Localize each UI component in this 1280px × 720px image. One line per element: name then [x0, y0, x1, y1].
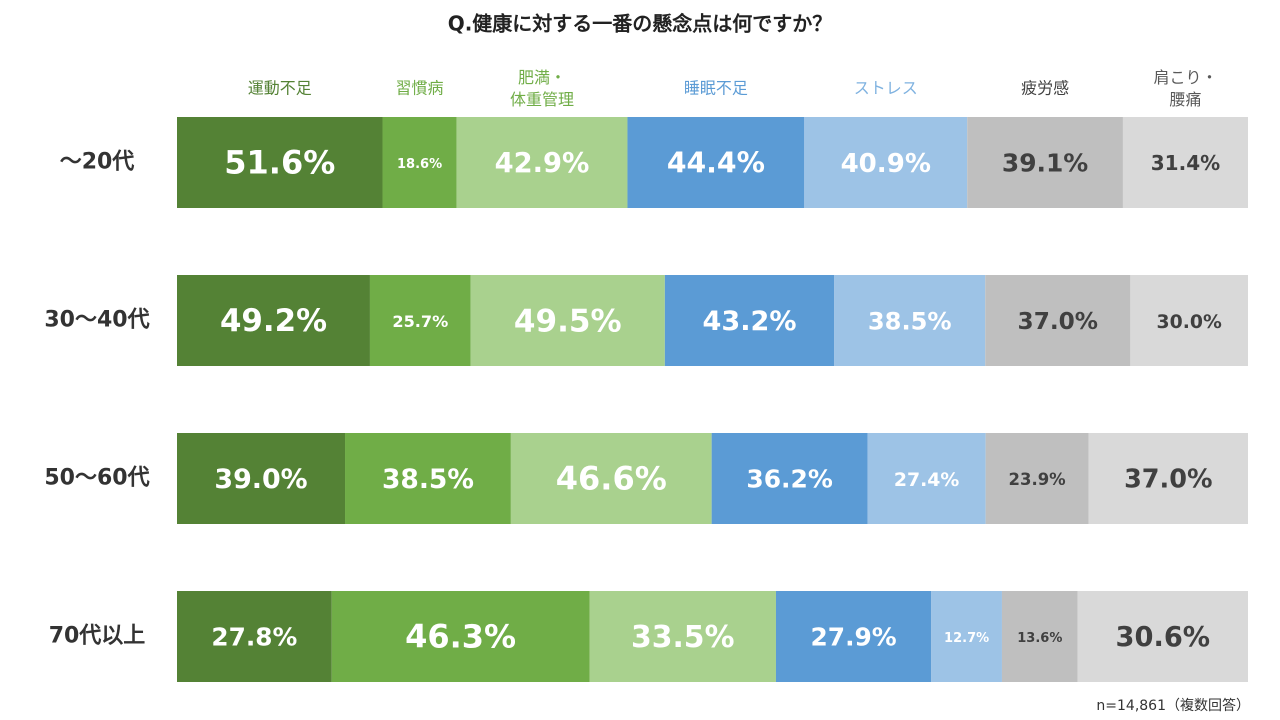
bar-segment [1122, 117, 1248, 208]
bar-segment [331, 591, 590, 682]
value-label: 27.9% [811, 623, 897, 652]
value-label: 33.5% [631, 620, 734, 655]
value-label: 40.9% [841, 149, 931, 179]
value-label: 49.2% [220, 303, 327, 339]
bar-segment [1077, 591, 1248, 682]
bar-segment [177, 591, 332, 682]
legend-label: 睡眠不足 [684, 79, 748, 98]
value-label: 39.0% [214, 464, 307, 495]
category-label: 30～40代 [44, 308, 149, 333]
bar-segment [470, 275, 665, 366]
footnote: n=14,861（複数回答） [1096, 697, 1250, 714]
legend-label: ストレス [854, 79, 918, 98]
bar-segment [1088, 433, 1248, 524]
value-label: 13.6% [1017, 631, 1062, 646]
value-label: 27.8% [211, 623, 297, 652]
value-label: 30.0% [1157, 312, 1222, 333]
bar-segment [1001, 591, 1078, 682]
legend-label: 肩こり・腰痛 [1153, 68, 1217, 109]
bar-segment [382, 117, 457, 208]
value-label: 46.3% [405, 618, 516, 656]
value-label: 37.0% [1124, 465, 1212, 495]
bar-segment [1130, 275, 1248, 366]
bar-segment [456, 117, 628, 208]
value-label: 37.0% [1018, 308, 1099, 335]
bar-segment [627, 117, 805, 208]
value-label: 39.1% [1002, 149, 1088, 178]
value-label: 38.5% [382, 464, 474, 495]
category-label: 50～60代 [44, 466, 149, 491]
bar-segment [967, 117, 1123, 208]
legend-label: 習慣病 [396, 79, 444, 98]
value-label: 36.2% [746, 465, 833, 494]
bar-segment [177, 275, 370, 366]
bar-segment [804, 117, 968, 208]
value-label: 44.4% [667, 147, 765, 180]
value-label: 27.4% [894, 469, 960, 491]
bar-segment [177, 117, 383, 208]
value-label: 30.6% [1116, 622, 1211, 653]
value-label: 43.2% [703, 306, 797, 337]
bar-segment [510, 433, 712, 524]
value-label: 49.5% [514, 304, 622, 340]
value-label: 42.9% [495, 148, 590, 179]
value-label: 38.5% [868, 308, 952, 336]
value-label: 12.7% [944, 631, 989, 646]
legend-label: 運動不足 [248, 79, 312, 98]
category-label: ～20代 [60, 150, 135, 175]
bar-segment [177, 433, 346, 524]
bar-segment [834, 275, 986, 366]
value-label: 18.6% [397, 157, 442, 172]
bar-segment [664, 275, 835, 366]
bar-segment [345, 433, 511, 524]
bar-segment [985, 275, 1131, 366]
bar-segment [985, 433, 1089, 524]
bar-segment [711, 433, 868, 524]
value-label: 46.6% [556, 460, 667, 498]
bar-segment [931, 591, 1002, 682]
bar-segment [775, 591, 932, 682]
legend-label: 肥満・体重管理 [510, 68, 574, 109]
category-label: 70代以上 [49, 624, 146, 649]
value-label: 51.6% [224, 144, 335, 182]
bar-segment [589, 591, 776, 682]
bar-segment [369, 275, 471, 366]
chart-title: Q.健康に対する一番の懸念点は何ですか？ [448, 12, 833, 36]
value-label: 31.4% [1151, 151, 1220, 175]
bar-segment [867, 433, 986, 524]
value-label: 23.9% [1009, 470, 1066, 489]
value-label: 25.7% [392, 312, 448, 331]
legend-label: 疲労感 [1021, 79, 1069, 98]
